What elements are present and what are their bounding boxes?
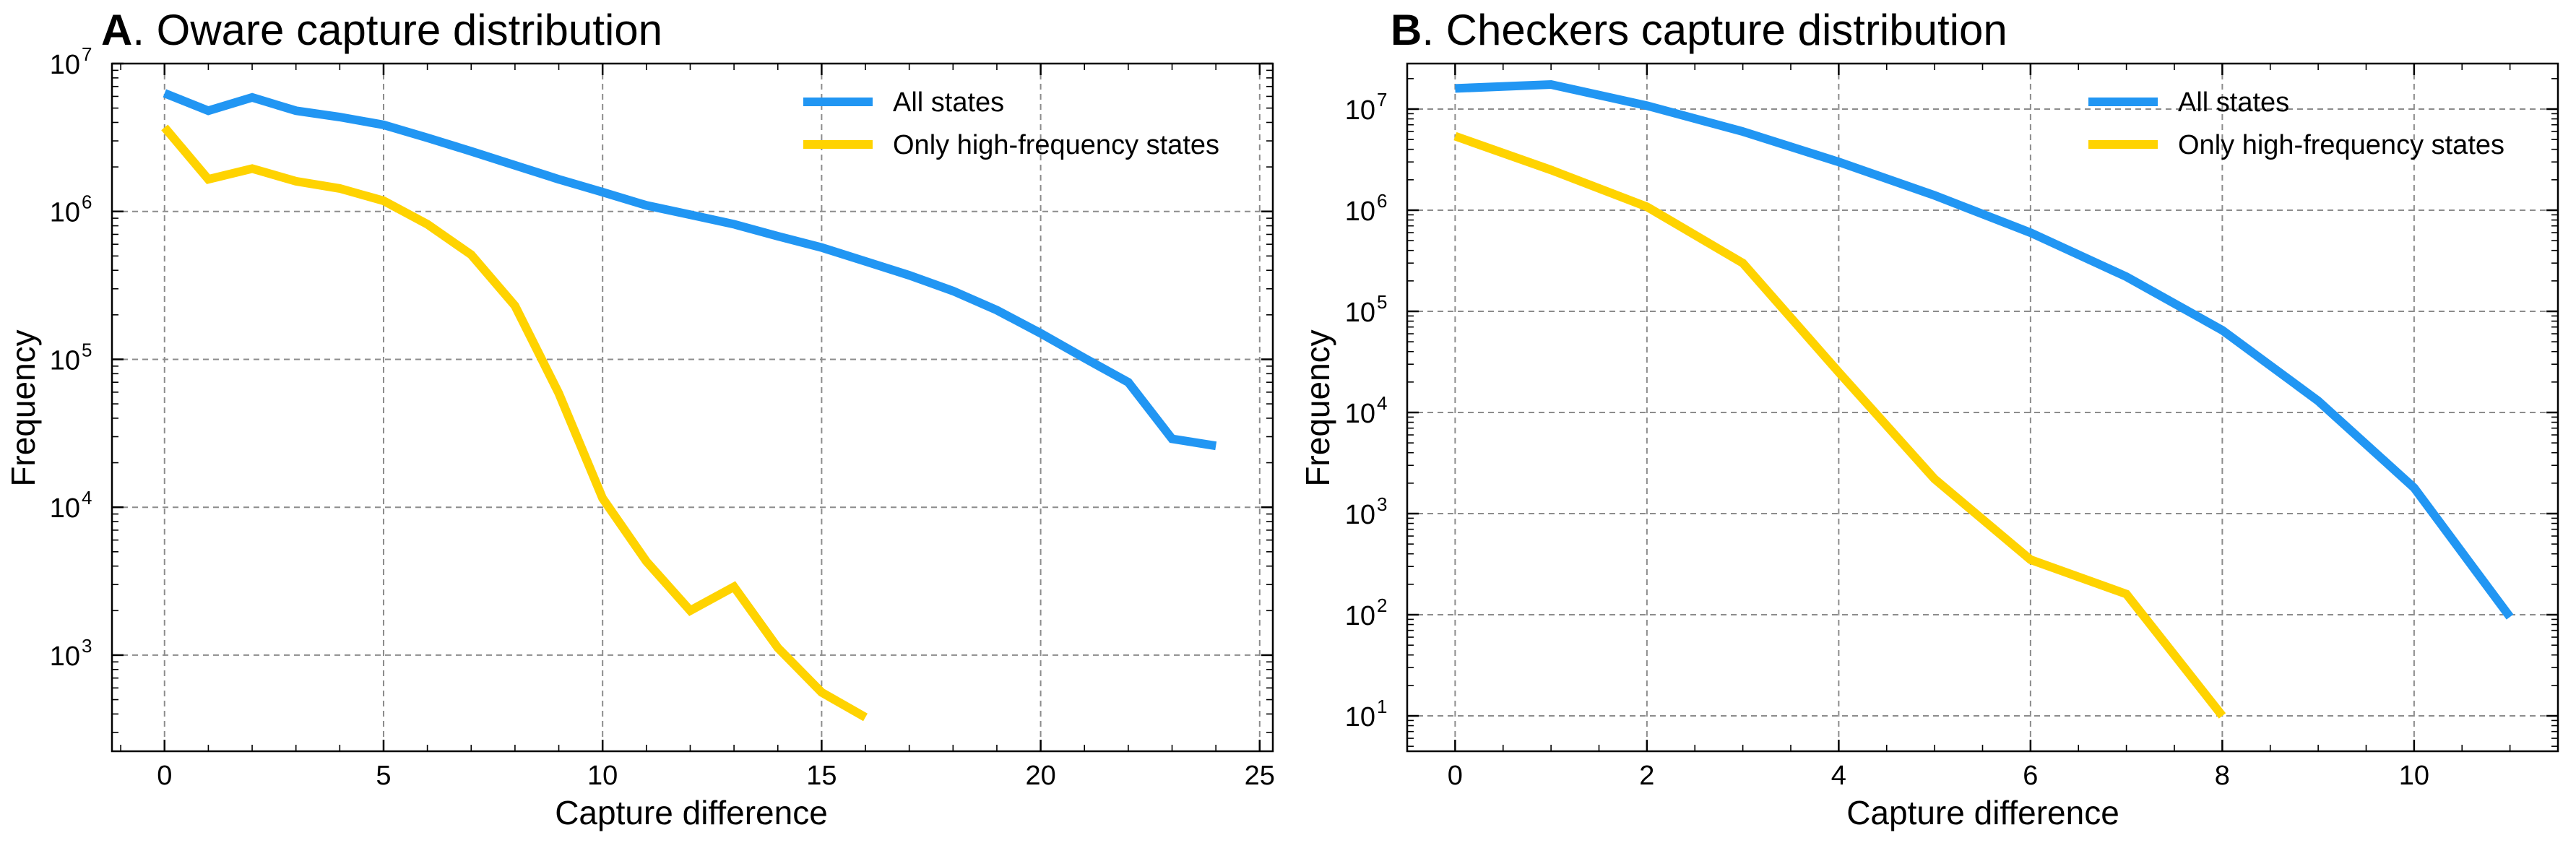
panel-a-title-text: . Oware capture distribution bbox=[132, 6, 662, 54]
panel-b-y-axis-label: Frequency bbox=[1299, 329, 1336, 486]
panel-b-y-tick-label: 10 bbox=[1345, 196, 1375, 227]
panel-a-x-tick-label: 20 bbox=[1025, 761, 1055, 791]
panel-b-y-tick-exponent: 1 bbox=[1377, 696, 1387, 717]
panel-b-checkers: B. Checkers capture distribution Capture… bbox=[1299, 6, 2559, 831]
panel-a-x-tick-label: 0 bbox=[157, 761, 172, 791]
panel-a-y-tick-label: 10 bbox=[50, 345, 80, 376]
panel-a-y-tick-exponent: 7 bbox=[82, 43, 92, 65]
panel-a-legend-label-high-frequency: Only high-frequency states bbox=[893, 130, 1219, 160]
panel-b-y-tick-label: 10 bbox=[1345, 399, 1375, 429]
panel-b-y-tick-exponent: 5 bbox=[1377, 291, 1387, 313]
panel-a-y-tick-exponent: 5 bbox=[82, 339, 92, 360]
panel-a-x-tick-label: 10 bbox=[587, 761, 618, 791]
panel-a-x-tick-label: 5 bbox=[376, 761, 391, 791]
panel-b-y-tick-exponent: 6 bbox=[1377, 190, 1387, 212]
panel-b-y-tick-exponent: 2 bbox=[1377, 595, 1387, 616]
panel-a-x-tick-label: 15 bbox=[806, 761, 837, 791]
panel-a-y-tick-label: 10 bbox=[50, 493, 80, 524]
panel-b-y-tick-label: 10 bbox=[1345, 601, 1375, 631]
panel-a-y-tick-exponent: 4 bbox=[82, 487, 92, 509]
panel-b-plot-frame bbox=[1406, 62, 2559, 753]
panel-b-x-axis-label: Capture difference bbox=[1846, 794, 2119, 831]
panel-a-y-tick-label: 10 bbox=[50, 198, 80, 228]
panel-a-oware: A. Oware capture distribution Capture di… bbox=[4, 6, 1275, 831]
panel-b-letter: B bbox=[1391, 6, 1422, 54]
panel-a-y-tick-label: 10 bbox=[50, 641, 80, 672]
panel-b-y-tick-label: 10 bbox=[1345, 95, 1375, 126]
panel-b-x-tick-label: 6 bbox=[2023, 761, 2038, 791]
panel-b-series-all-states-line bbox=[1455, 79, 2514, 620]
panel-b-title: B. Checkers capture distribution bbox=[1391, 6, 2007, 54]
panel-b-x-tick-label: 8 bbox=[2215, 761, 2230, 791]
panel-a-y-tick-exponent: 6 bbox=[82, 191, 92, 213]
panel-a-y-tick-exponent: 3 bbox=[82, 635, 92, 657]
panel-b-x-tick-label: 0 bbox=[1448, 761, 1463, 791]
panel-b-series-high-frequency-line bbox=[1453, 131, 2226, 719]
panel-b-y-tick-label: 10 bbox=[1345, 298, 1375, 328]
panel-b-y-tick-exponent: 4 bbox=[1377, 392, 1387, 414]
panel-a-x-tick-label: 25 bbox=[1245, 761, 1275, 791]
panel-b-legend-label-high-frequency: Only high-frequency states bbox=[2178, 130, 2504, 160]
panel-b-y-tick-label: 10 bbox=[1345, 500, 1375, 530]
panel-b-y-tick-exponent: 7 bbox=[1377, 89, 1387, 111]
panel-a-y-axis-label: Frequency bbox=[4, 329, 42, 486]
panel-b-x-tick-label: 2 bbox=[1639, 761, 1654, 791]
panel-b-legend-label-all-states: All states bbox=[2178, 87, 2289, 118]
panel-b-y-tick-exponent: 3 bbox=[1377, 493, 1387, 515]
panel-a-y-tick-label: 10 bbox=[50, 50, 80, 80]
panel-a-letter: A bbox=[101, 6, 132, 54]
panel-a-title: A. Oware capture distribution bbox=[101, 6, 662, 54]
panel-b-x-tick-label: 10 bbox=[2399, 761, 2429, 791]
panel-a-x-axis-label: Capture difference bbox=[555, 794, 828, 831]
panel-b-title-text: . Checkers capture distribution bbox=[1422, 6, 2007, 54]
panel-a-legend-label-all-states: All states bbox=[893, 87, 1004, 118]
panel-b-x-tick-label: 4 bbox=[1831, 761, 1846, 791]
panel-a-plot-frame bbox=[111, 62, 1274, 753]
panel-a-series-all-states-line bbox=[163, 89, 1217, 451]
panel-a-series-high-frequency-line bbox=[161, 124, 868, 722]
panel-b-y-tick-label: 10 bbox=[1345, 702, 1375, 732]
